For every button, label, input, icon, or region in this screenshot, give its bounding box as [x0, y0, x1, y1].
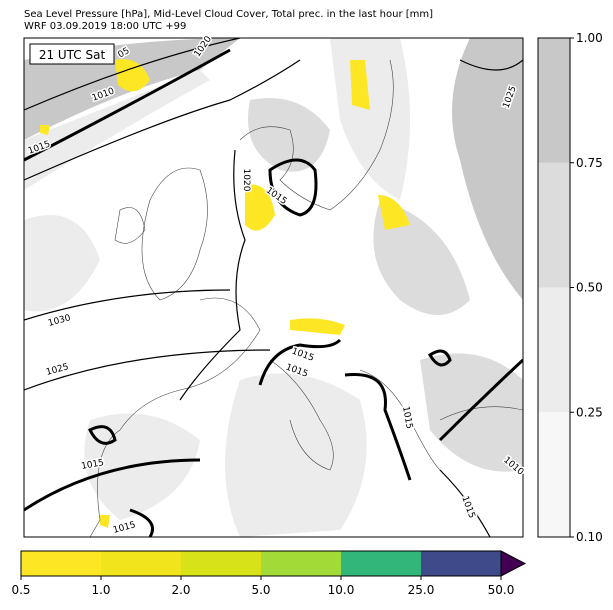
precip-colorbar-tick-label: 25.0 [408, 583, 435, 597]
precip-colorbar-extend [500, 550, 527, 577]
isobar-label: 1020 [241, 169, 251, 192]
cloud-colorbar-segment [538, 162, 570, 288]
cloud-colorbar-tick-label: 0.10 [576, 530, 603, 544]
cloud-colorbar-segment [538, 287, 570, 413]
precip-colorbar-tick-label: 10.0 [328, 583, 355, 597]
map-title: Sea Level Pressure [hPa], Mid-Level Clou… [24, 9, 433, 20]
precip-colorbar-tick-label: 5.0 [251, 583, 270, 597]
precip-colorbar-segment [181, 551, 261, 576]
time-label-box [29, 43, 115, 65]
cloud-colorbar-segment [538, 412, 570, 537]
cloud-colorbar-tick-label: 1.00 [576, 31, 603, 45]
precip-colorbar-segment [341, 551, 421, 576]
precip-colorbar-segment [421, 551, 501, 576]
cloud-colorbar-tick-label: 0.50 [576, 281, 603, 295]
precip-colorbar-tick-label: 50.0 [488, 583, 515, 597]
precip-colorbar-segment [21, 551, 101, 576]
map-area [24, 38, 523, 537]
precip-colorbar-segment [101, 551, 181, 576]
cloud-colorbar-tick-label: 0.75 [576, 156, 603, 170]
map-subtitle: WRF 03.09.2019 18:00 UTC +99 [24, 21, 186, 32]
precipitation [40, 59, 410, 528]
map-frame [23, 37, 524, 538]
precip-colorbar-tick-label: 2.0 [171, 583, 190, 597]
precip-colorbar-tick-label: 0.5 [11, 583, 30, 597]
cloud-colorbar-tick-label: 0.25 [576, 405, 603, 419]
cloud-colorbar-segment [538, 38, 570, 163]
isobars [24, 38, 523, 537]
time-label: 21 UTC Sat [39, 48, 106, 62]
precip-colorbar-segment [261, 551, 341, 576]
precip-colorbar-tick-label: 1.0 [91, 583, 110, 597]
